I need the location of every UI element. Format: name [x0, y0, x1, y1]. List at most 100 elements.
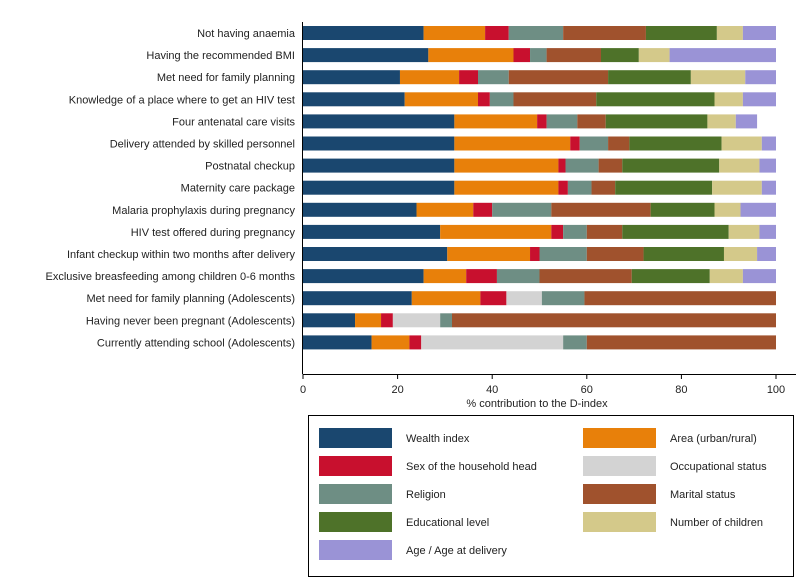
bar-segment-sex-of-the-household-head-row-0: [485, 26, 509, 40]
bar-segment-number-of-children-row-8: [714, 202, 741, 217]
bar-segment-number-of-children-row-7: [712, 180, 762, 195]
legend-swatch-number-of-children: [583, 512, 656, 532]
bar-segment-educational-level-row-11: [631, 269, 710, 284]
bar-segment-area-urban-rural--row-6: [454, 158, 559, 173]
bar-segment-educational-level-row-0: [645, 26, 717, 40]
bar-segment-sex-of-the-household-head-row-8: [473, 202, 493, 217]
bar-segment-religion-row-11: [496, 269, 540, 284]
bar-segment-area-urban-rural--row-12: [411, 291, 481, 306]
bar-segment-sex-of-the-household-head-row-7: [558, 180, 568, 195]
bar-segment-marital-status-row-14: [586, 335, 776, 350]
legend-swatch-wealth-index: [319, 428, 392, 448]
bar-segment-sex-of-the-household-head-row-3: [478, 92, 490, 107]
category-label: Infant checkup within two months after d…: [67, 249, 296, 261]
bar-segment-sex-of-the-household-head-row-4: [537, 114, 547, 129]
bar-segment-religion-row-7: [567, 180, 592, 195]
bar-segment-religion-row-14: [563, 335, 587, 350]
legend-label-educational-level: Educational level: [406, 517, 489, 529]
bar-segment-number-of-children-row-1: [638, 48, 670, 63]
bar-segment-marital-status-row-10: [586, 247, 644, 261]
category-label: Knowledge of a place where to get an HIV…: [69, 94, 295, 106]
bar-segment-religion-row-2: [478, 70, 509, 85]
bar-segment-wealth-index-row-6: [303, 158, 455, 173]
bar-segment-area-urban-rural--row-14: [371, 335, 410, 350]
bar-segment-area-urban-rural--row-7: [454, 180, 559, 195]
bar-segment-marital-status-row-3: [513, 92, 597, 107]
bar-segment-area-urban-rural--row-0: [423, 26, 486, 40]
bar-segment-area-urban-rural--row-5: [454, 136, 571, 151]
y-axis-labels: Not having anaemia Having the recommended…: [46, 22, 303, 374]
x-axis-title: % contribution to the D-index: [466, 398, 608, 410]
category-label: Met need for family planning: [157, 72, 295, 84]
bar-segment-age-age-at-delivery-row-10: [757, 247, 776, 261]
bar-segment-marital-status-row-5: [608, 136, 630, 151]
bar-segment-wealth-index-row-3: [303, 92, 405, 107]
x-tick-label: 60: [581, 384, 593, 396]
bar-segment-educational-level-row-4: [605, 114, 708, 129]
bar-segment-number-of-children-row-10: [723, 247, 758, 261]
bar-segment-wealth-index-row-9: [303, 224, 441, 239]
bar-segment-occupational-status-row-14: [421, 335, 564, 350]
bar-segment-age-age-at-delivery-row-7: [761, 180, 776, 195]
bar-segment-educational-level-row-9: [622, 224, 729, 239]
bar-segment-number-of-children-row-4: [707, 114, 736, 129]
bar-segment-area-urban-rural--row-2: [399, 70, 460, 85]
bar-segment-age-age-at-delivery-row-1: [669, 48, 776, 63]
bar-segment-religion-row-5: [579, 136, 609, 151]
legend-label-area-urban-rural-: Area (urban/rural): [670, 433, 757, 445]
bar-segment-wealth-index-row-1: [303, 48, 429, 63]
bar-segment-number-of-children-row-0: [716, 26, 743, 40]
bar-segment-religion-row-9: [563, 224, 587, 239]
bar-segment-age-age-at-delivery-row-5: [761, 136, 776, 151]
x-axis: 0 20 40 60 80 100: [300, 374, 796, 396]
category-label: Having the recommended BMI: [146, 50, 295, 62]
bar-segment-area-urban-rural--row-4: [454, 114, 538, 129]
bar-segment-educational-level-row-6: [622, 158, 720, 173]
bar-segment-age-age-at-delivery-row-2: [745, 70, 776, 85]
bar-segment-educational-level-row-2: [608, 70, 691, 85]
category-label: Delivery attended by skilled personnel: [110, 139, 295, 151]
legend-swatch-religion: [319, 484, 392, 504]
bar-segment-marital-status-row-1: [546, 48, 601, 63]
bar-segment-sex-of-the-household-head-row-2: [459, 70, 479, 85]
bar-segment-wealth-index-row-2: [303, 70, 400, 85]
bar-segment-marital-status-row-9: [586, 224, 623, 239]
legend-swatch-occupational-status: [583, 456, 656, 476]
bar-segment-sex-of-the-household-head-row-5: [570, 136, 580, 151]
bar-segment-marital-status-row-8: [551, 202, 651, 217]
bar-segment-occupational-status-row-12: [506, 291, 542, 306]
bar-segment-sex-of-the-household-head-row-6: [558, 158, 566, 173]
bar-segment-marital-status-row-2: [508, 70, 609, 85]
category-label: Having never been pregnant (Adolescents): [86, 315, 295, 327]
legend-swatch-marital-status: [583, 484, 656, 504]
bar-segment-sex-of-the-household-head-row-12: [480, 291, 507, 306]
bar-segment-marital-status-row-13: [451, 313, 776, 328]
legend-label-sex-of-the-household-head: Sex of the household head: [406, 461, 537, 473]
category-label: Postnatal checkup: [205, 161, 295, 173]
category-label: Exclusive breasfeeding among children 0-…: [46, 271, 296, 283]
bar-segment-area-urban-rural--row-3: [404, 92, 479, 107]
legend-label-occupational-status: Occupational status: [670, 461, 767, 473]
bar-segment-area-urban-rural--row-13: [355, 313, 382, 328]
bar-segment-religion-row-10: [539, 247, 587, 261]
bar-segment-religion-row-4: [546, 114, 578, 129]
category-label: Four antenatal care visits: [172, 116, 295, 128]
bar-segment-wealth-index-row-14: [303, 335, 372, 350]
legend-swatch-educational-level: [319, 512, 392, 532]
bar-segment-number-of-children-row-5: [721, 136, 762, 151]
bar-segment-religion-row-0: [508, 26, 564, 40]
bar-segment-age-age-at-delivery-row-9: [759, 224, 776, 239]
category-label: Met need for family planning (Adolescent…: [87, 293, 296, 305]
bar-segment-age-age-at-delivery-row-8: [740, 202, 776, 217]
bar-segment-age-age-at-delivery-row-6: [759, 158, 776, 173]
x-tick-label: 80: [675, 384, 687, 396]
bar-segment-sex-of-the-household-head-row-14: [409, 335, 422, 350]
category-label: Currently attending school (Adolescents): [97, 337, 295, 349]
bar-segment-area-urban-rural--row-9: [440, 224, 552, 239]
category-label: HIV test offered during pregnancy: [131, 227, 296, 239]
bar-segment-number-of-children-row-6: [719, 158, 760, 173]
legend: Wealth index Area (urban/rural) Sex of the…: [308, 415, 794, 577]
bar-segment-wealth-index-row-12: [303, 291, 412, 306]
bar-segment-sex-of-the-household-head-row-13: [381, 313, 393, 328]
